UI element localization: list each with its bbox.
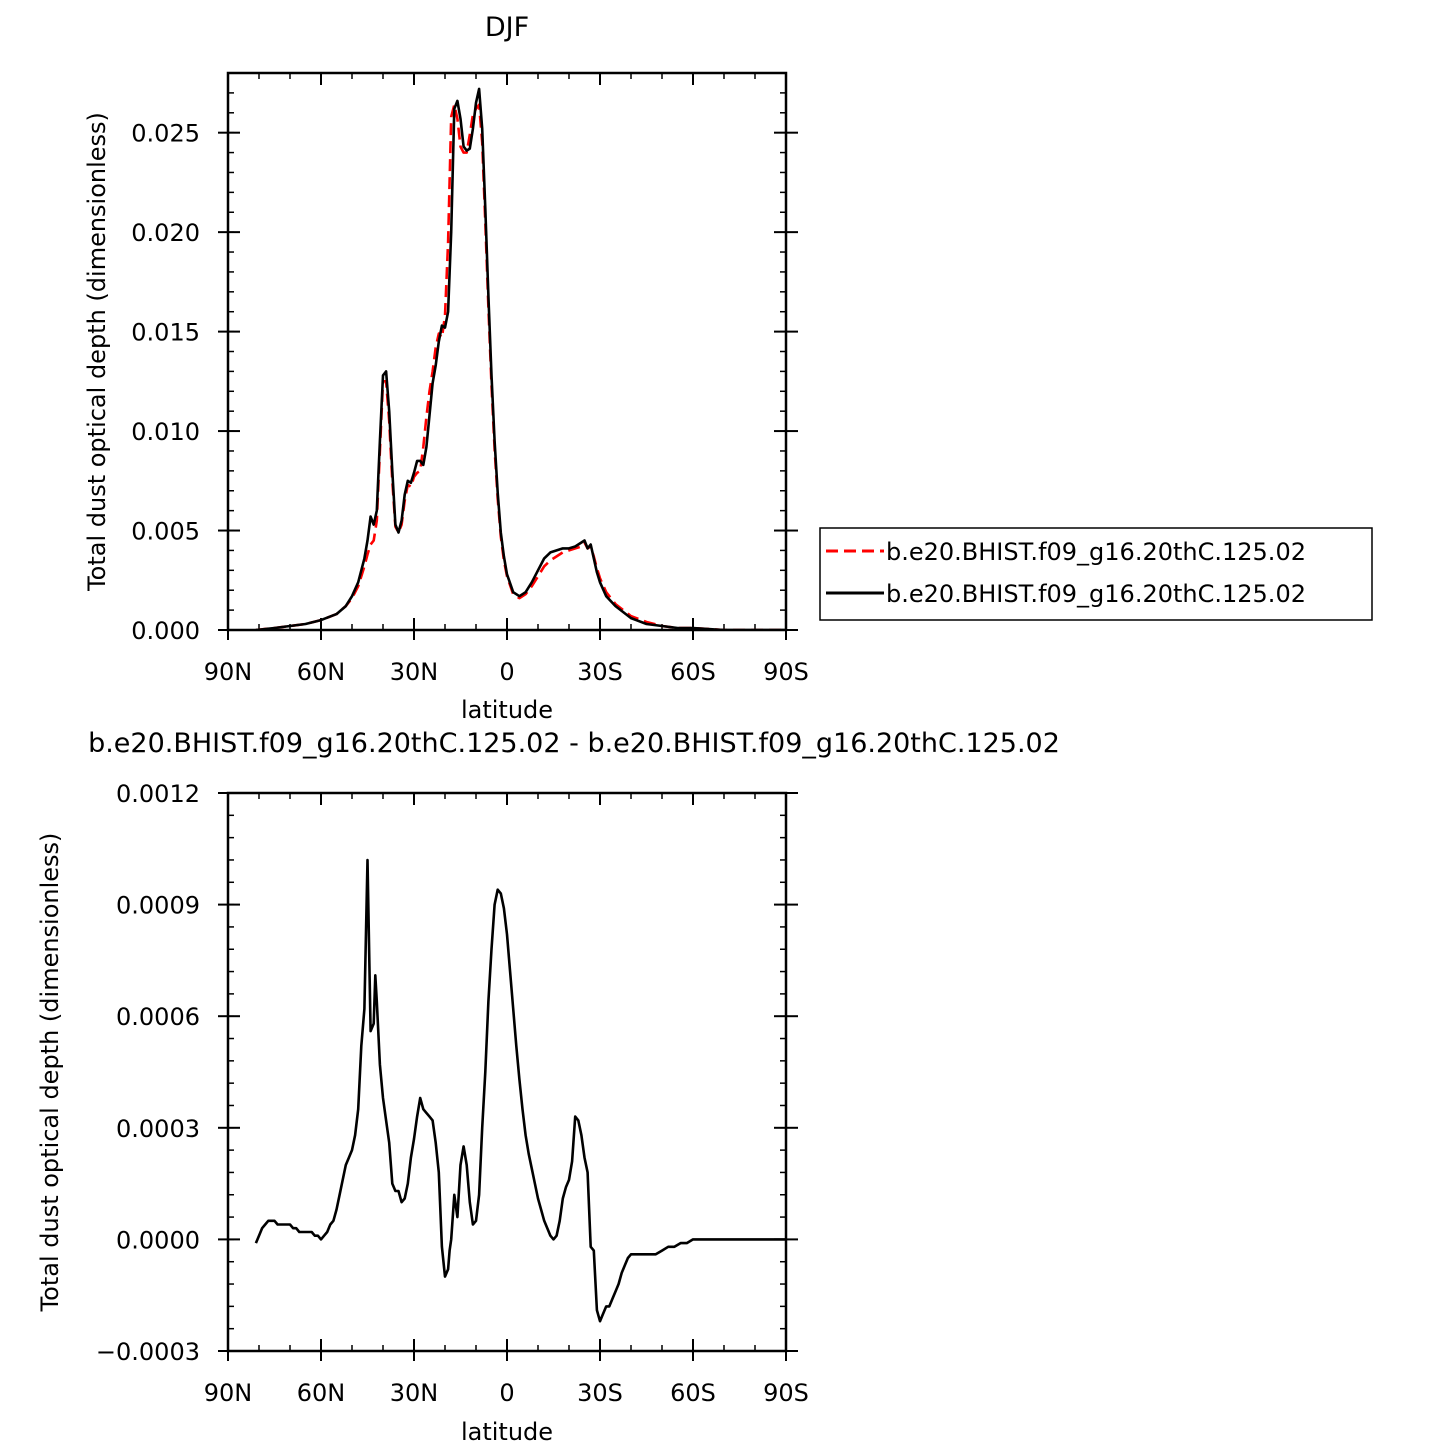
legend: b.e20.BHIST.f09_g16.20thC.125.02 b.e20.BH…	[819, 527, 1373, 621]
y-axis-label: Total dust optical depth (dimensionless)	[36, 833, 64, 1313]
legend-label-1: b.e20.BHIST.f09_g16.20thC.125.02	[886, 538, 1306, 566]
x-tick-label: 90N	[204, 1379, 253, 1407]
x-tick-label: 30S	[577, 1379, 623, 1407]
x-tick-label: 60N	[297, 1379, 346, 1407]
x-tick-label: 30N	[390, 1379, 439, 1407]
y-tick-label: 0.0006	[116, 1003, 200, 1031]
x-tick-label: 60S	[670, 1379, 716, 1407]
legend-label-2: b.e20.BHIST.f09_g16.20thC.125.02	[886, 580, 1306, 608]
y-tick-label: 0.0009	[116, 892, 200, 920]
x-tick-label: 60S	[670, 658, 716, 686]
series-line-2	[255, 87, 786, 630]
x-tick-label: 90S	[763, 1379, 809, 1407]
series-line-1	[254, 858, 786, 1323]
x-tick-label: 90N	[204, 658, 253, 686]
y-tick-label: −0.0003	[96, 1338, 200, 1366]
chart-panel-1: DJF 90N 60N 30N 0 30S 60S 90S 0.000 0.005 0.010 0.0…	[83, 12, 1373, 724]
x-tick-label: 30N	[390, 658, 439, 686]
x-axis-label: latitude	[461, 696, 553, 724]
chart-title: DJF	[485, 12, 529, 43]
y-tick-label: 0.025	[131, 120, 200, 148]
y-axis-label: Total dust optical depth (dimensionless)	[83, 112, 111, 592]
plot-frame	[226, 71, 788, 632]
y-tick-label: 0.0012	[116, 780, 200, 808]
x-tick-label: 0	[499, 658, 514, 686]
y-tick-label: 0.010	[131, 418, 200, 446]
plot-frame	[226, 791, 788, 1353]
chart-title: b.e20.BHIST.f09_g16.20thC.125.02 - b.e20…	[88, 728, 1060, 759]
legend-box	[819, 527, 1373, 621]
y-tick-label: 0.000	[131, 617, 200, 645]
y-tick-label: 0.0003	[116, 1115, 200, 1143]
x-tick-label: 60N	[297, 658, 346, 686]
y-tick-label: 0.0000	[116, 1226, 200, 1254]
y-tick-label: 0.005	[131, 518, 200, 546]
y-tick-label: 0.015	[131, 319, 200, 347]
x-tick-label: 0	[499, 1379, 514, 1407]
x-tick-label: 30S	[577, 658, 623, 686]
x-axis-label: latitude	[461, 1418, 553, 1446]
y-tick-label: 0.020	[131, 219, 200, 247]
chart-panel-2: b.e20.BHIST.f09_g16.20thC.125.02 - b.e20…	[36, 728, 1060, 1446]
series-line-1	[255, 103, 786, 630]
x-tick-label: 90S	[763, 658, 809, 686]
